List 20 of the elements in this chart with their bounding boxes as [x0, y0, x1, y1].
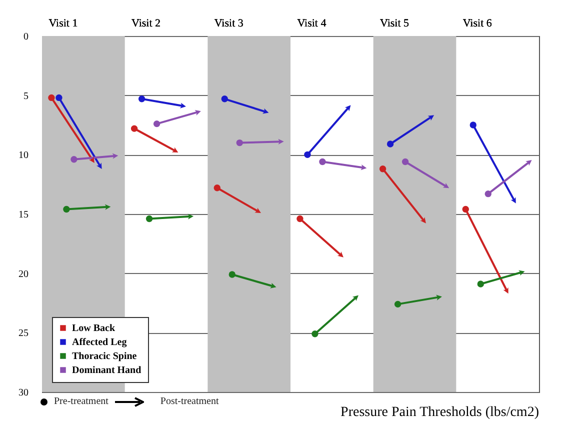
x-axis-title: Pressure Pain Thresholds (lbs/cm2)	[340, 405, 540, 420]
legend-label: Affected Leg	[72, 337, 127, 348]
y-tick-label: 15	[18, 210, 28, 220]
y-tick-label: 25	[18, 328, 28, 340]
y-tick-label: 30	[18, 388, 28, 398]
legend-label: Low Back	[72, 323, 116, 334]
legend-label: Dominant Hand	[72, 365, 142, 376]
x-tick-label: Visit 6	[462, 18, 492, 30]
x-tick-label: Visit 3	[214, 18, 244, 30]
text: Pre-treatment	[54, 396, 108, 407]
x-tick-label: Visit 2	[132, 18, 161, 30]
y-tick-label: 20	[18, 268, 28, 280]
x-tick-label: Visit 4	[297, 18, 327, 30]
y-tick-label: 0	[24, 32, 28, 42]
legend-label: Thoracic Spine	[72, 351, 138, 362]
x-tick-label: Visit 1	[48, 18, 78, 30]
y-tick-label: 5	[24, 90, 28, 102]
x-tick-label: Visit 5	[380, 18, 410, 30]
y-tick-label: 10	[18, 150, 28, 162]
text: Post-treatment	[160, 396, 219, 407]
